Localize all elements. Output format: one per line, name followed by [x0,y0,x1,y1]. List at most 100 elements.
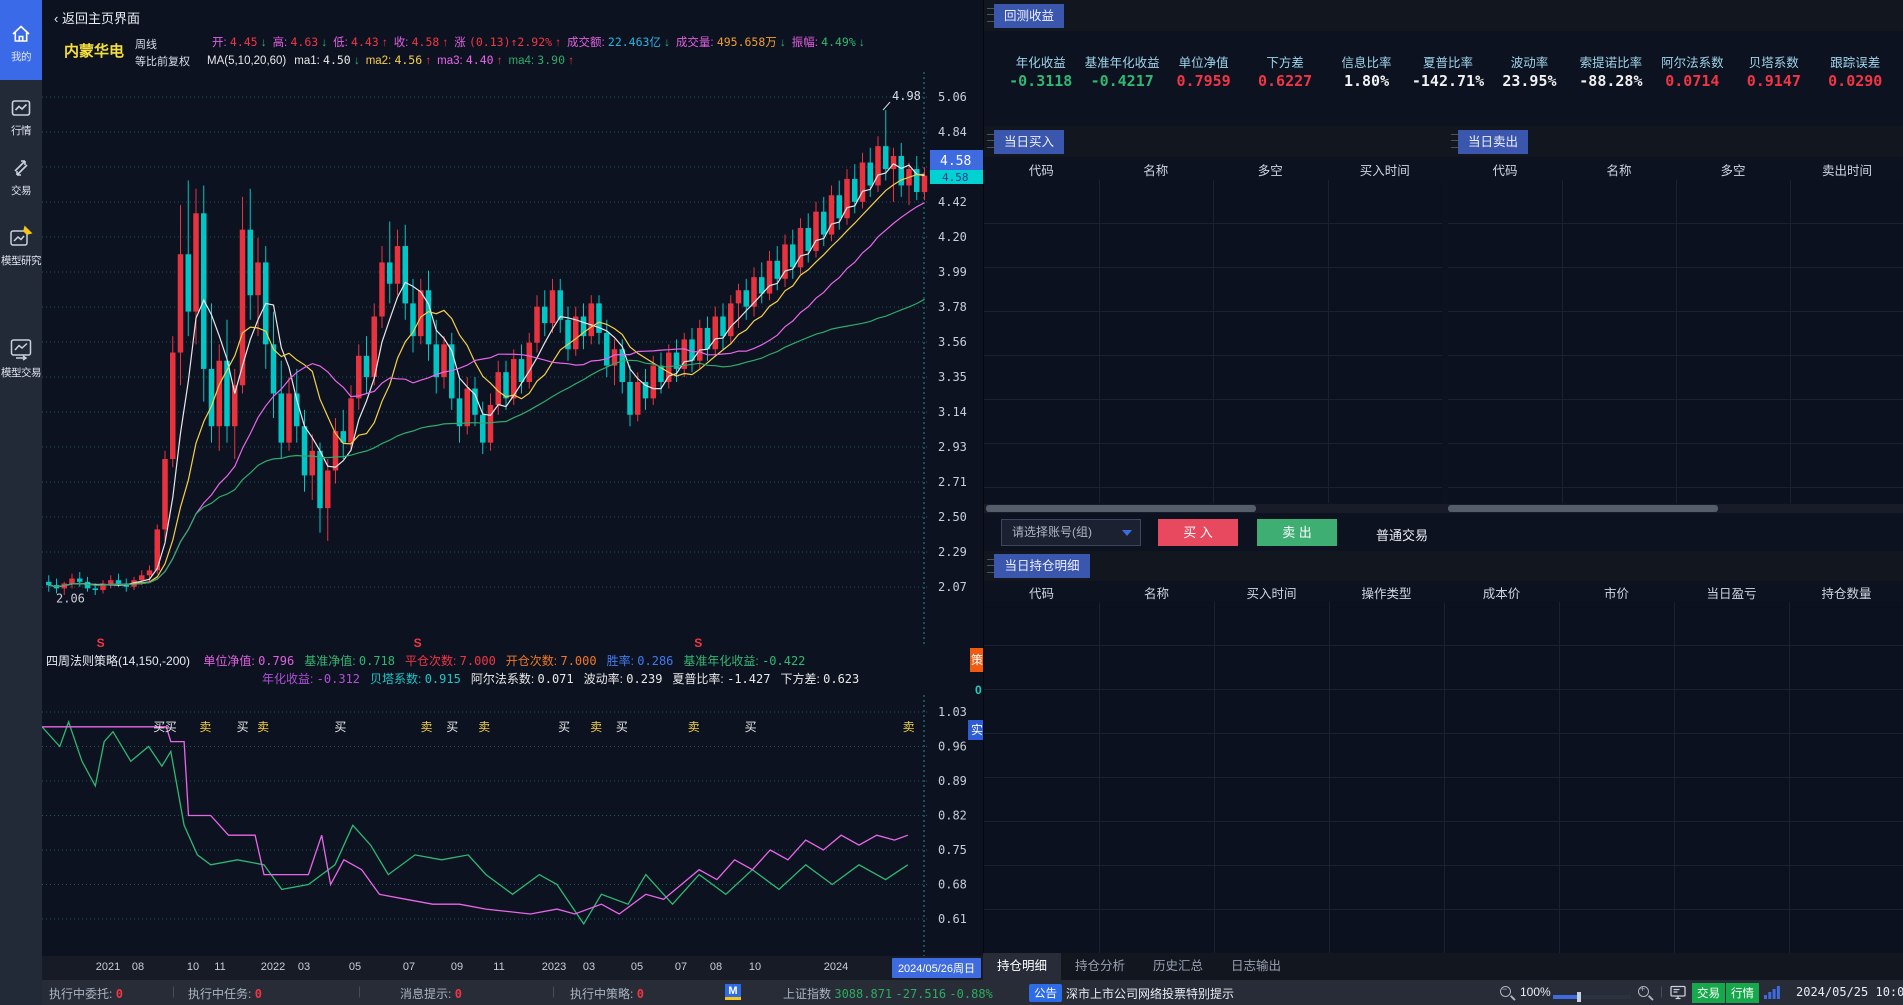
x-axis-tick: 10 [186,961,200,973]
metric-value: 0.7959 [1176,72,1231,90]
metric-value: -88.28% [1579,72,1643,90]
buy-button[interactable]: 买 入 [1158,519,1238,546]
normal-trade-label[interactable]: 普通交易 [1376,528,1429,543]
column-header[interactable]: 成本价 [1482,587,1521,601]
svg-text:2.93: 2.93 [938,440,967,454]
buy-marker: 买 [334,720,346,734]
ma-field: ma3: 4.40 ↑ [437,53,503,67]
svg-text:0.82: 0.82 [938,809,967,823]
column-header[interactable]: 名称 [1143,587,1169,601]
sell-marker: 卖 [688,720,700,734]
buy-table-body[interactable] [984,180,1442,503]
column-header[interactable]: 市价 [1603,587,1629,601]
sidebar-item-label: 模型交易 [1,367,42,379]
back-button[interactable]: ‹ 返回主页界面 [54,11,140,26]
column-header[interactable]: 代码 [1028,164,1054,178]
sidebar-item-trade[interactable]: 交易 [0,156,42,198]
buy-marker: 买 [745,720,757,734]
clock-datetime: 2024/05/25 10:08:02 [1796,985,1903,999]
sidebar-item-mine[interactable]: 我的 [0,22,42,64]
sidebar-item-label: 交易 [11,185,32,197]
column-header[interactable]: 买入时间 [1246,587,1297,601]
strategy-stat: 波动率: 0.239 [583,672,663,686]
quote-status-badge[interactable]: 行情 [1726,983,1759,1003]
bottom-tab-持仓分析[interactable]: 持仓分析 [1074,959,1125,973]
scrollbar-thumb[interactable] [1448,505,1718,512]
trade-status-badge[interactable]: 交易 [1692,983,1725,1003]
bottom-tab-持仓明细[interactable]: 持仓明细 [983,953,1061,980]
drag-handle-icon[interactable] [1451,134,1459,148]
account-select[interactable]: 请选择账号(组) [1001,519,1141,546]
strategy-stat: 胜率: 0.286 [606,654,674,668]
svg-text:3.14: 3.14 [938,405,967,419]
sell-marker: 卖 [420,720,432,734]
ma-row: MA(5,10,20,60) ma1: 4.50 ↓ ma2: 4.56 ↑ ma3:… [207,53,580,67]
scrollbar-thumb[interactable] [986,505,1256,512]
tab-daily-sell[interactable]: 当日卖出 [1458,130,1528,154]
drag-handle-icon[interactable] [987,559,995,573]
svg-text:3.78: 3.78 [938,300,967,314]
strategy-stat: 下方差: 0.623 [780,672,860,686]
model-research-icon [0,224,42,250]
sell-button[interactable]: 卖 出 [1257,519,1337,546]
sell-table-body[interactable] [1448,180,1903,503]
column-header[interactable]: 买入时间 [1359,164,1410,178]
zoom-slider[interactable] [1553,992,1631,1002]
tab-backtest-return[interactable]: 回测收益 [994,4,1064,28]
stock-name: 内蒙华电 [64,43,125,60]
column-header[interactable]: 卖出时间 [1821,164,1872,178]
notice-badge[interactable]: 公告 [1029,984,1062,1002]
candlestick-chart[interactable]: 5.064.844.634.424.203.993.783.563.353.14… [42,72,983,645]
tab-daily-buy[interactable]: 当日买入 [994,130,1064,154]
position-table-body[interactable] [984,602,1903,953]
sidebar-item-model-research[interactable]: 模型研究 [0,224,42,268]
current-date-chip: 2024/05/26周日 [891,958,981,978]
market-icon [0,96,42,120]
metric-label: 夏普比率 [1422,56,1473,70]
adjust-mode-label[interactable]: 等比前复权 [135,56,190,68]
sidebar-item-label: 我的 [11,51,32,63]
zoom-slider-thumb[interactable] [1577,992,1581,1002]
metric-value: 0.0290 [1828,72,1883,90]
monitor-icon[interactable] [1670,985,1686,1003]
strategy-signal-chart[interactable]: 1.030.960.890.820.750.680.61买买卖买卖买卖买卖买卖买… [42,695,983,956]
column-header[interactable]: 代码 [1028,587,1054,601]
column-header[interactable]: 名称 [1606,164,1632,178]
column-header[interactable]: 多空 [1720,164,1746,178]
column-header[interactable]: 当日盈亏 [1706,587,1757,601]
drag-handle-icon[interactable] [987,8,995,22]
bottom-tab-历史汇总[interactable]: 历史汇总 [1152,959,1203,973]
svg-text:4.58: 4.58 [940,154,971,169]
ma-title: MA(5,10,20,60) [207,55,287,67]
column-header[interactable]: 多空 [1257,164,1283,178]
metric-label: 阿尔法系数 [1661,56,1724,70]
zoom-out-icon[interactable]: − [1500,984,1511,997]
svg-text:0.96: 0.96 [938,740,967,754]
zoom-in-icon[interactable]: + [1638,984,1649,997]
trade-icon [0,156,42,180]
position-tab-strip: 当日持仓明细 [984,551,1903,581]
column-header[interactable]: 名称 [1143,164,1169,178]
right-panel: 回测收益 年化收益 基准年化收益 单位净值 下方差 信息比率 夏普比率 波动率 索提诺比率 阿尔… [983,0,1903,980]
column-header[interactable]: 持仓数量 [1821,587,1872,601]
metric-label: 贝塔系数 [1748,56,1799,70]
strategy-stat: 基准年化收益: -0.422 [683,654,806,668]
drag-handle-icon[interactable] [987,134,995,148]
metric-value: 0.9147 [1746,72,1801,90]
bottom-tab-日志输出[interactable]: 日志输出 [1230,959,1281,973]
sidebar-item-label: 模型研究 [1,255,42,267]
horizontal-scrollbar[interactable] [984,504,1903,513]
table-column-divider [1559,602,1560,953]
strategy-stat: 贝塔系数: 0.915 [370,672,461,686]
table-column-divider [1790,180,1791,503]
column-header[interactable]: 操作类型 [1361,587,1412,601]
tab-daily-position[interactable]: 当日持仓明细 [994,554,1090,578]
strategy-m-icon[interactable]: M [725,984,741,1000]
sidebar-item-model-trade[interactable]: 模型交易 [0,336,42,380]
column-header[interactable]: 代码 [1492,164,1518,178]
sidebar-item-market[interactable]: 行情 [0,96,42,138]
chart-period-label[interactable]: 周线 [135,39,157,51]
x-axis-tick: 10 [748,961,762,973]
strategy-stat: 基准净值: 0.718 [304,654,395,668]
model-trade-icon [0,336,42,362]
